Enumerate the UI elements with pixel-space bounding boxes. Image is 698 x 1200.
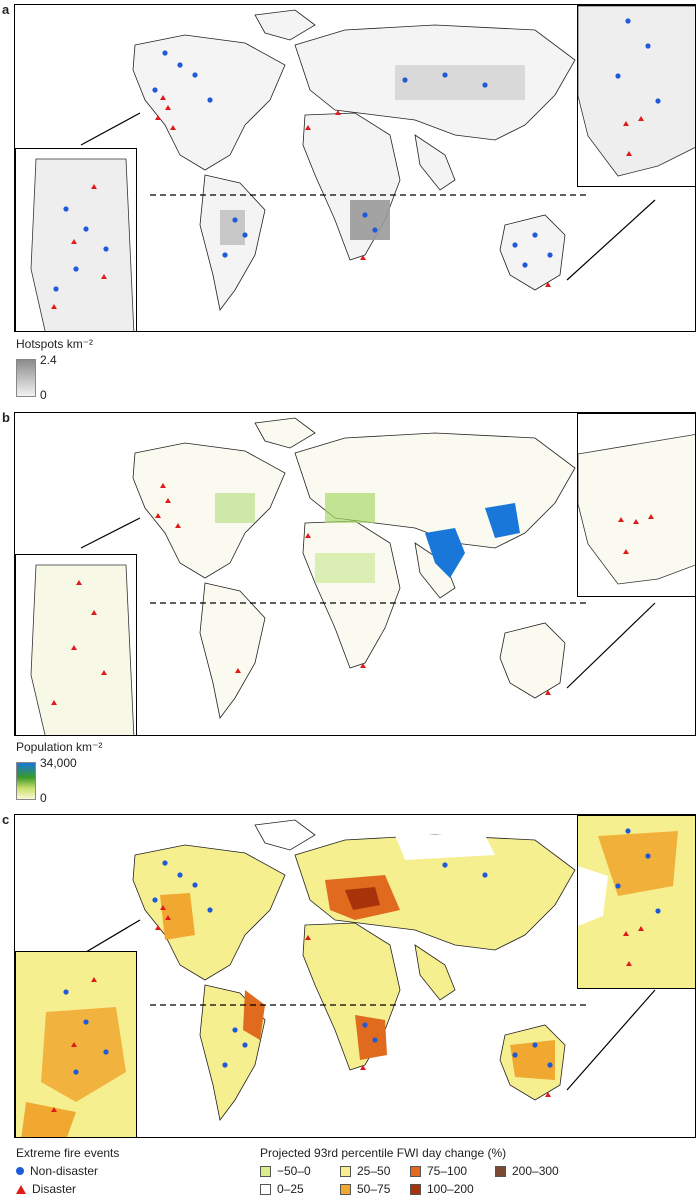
hotspot-shading [220, 65, 525, 245]
fwi-swatch-1 [260, 1183, 271, 1195]
red-triangle-icon [16, 1184, 26, 1194]
inset-connector-right [566, 989, 656, 1091]
fwi-swatch-4 [410, 1165, 421, 1177]
hotspots-scale-title: Hotspots km⁻² [16, 337, 94, 351]
fwi-class-label-3: 50–75 [357, 1182, 391, 1196]
legend-non-disaster: Non-disaster [16, 1164, 98, 1178]
map-panel-a [14, 4, 696, 332]
panel-b-letter: b [2, 410, 10, 425]
fwi-swatch-6 [495, 1165, 506, 1177]
legend-disaster-label: Disaster [32, 1182, 77, 1196]
fire-events-red [155, 95, 551, 287]
fwi-swatch-0 [260, 1165, 271, 1177]
inset-connector-left [80, 919, 141, 956]
inset-australia [577, 413, 695, 597]
population-india [425, 528, 465, 578]
fwi-zone-brazil [243, 990, 265, 1040]
inset-connector-right [566, 199, 656, 281]
inset-australia [577, 5, 695, 187]
world-map-hotspots [80, 9, 656, 311]
fwi-class-3: 50–75 [340, 1182, 390, 1196]
legend-non-disaster-label: Non-disaster [30, 1164, 99, 1178]
inset-australia [577, 815, 695, 989]
inset-australia-map [578, 6, 695, 177]
fwi-class-label-0: −50–0 [277, 1164, 311, 1178]
world-map-fwi-change [80, 819, 656, 1121]
legend-disaster: Disaster [16, 1182, 76, 1196]
fwi-class-label-1: 0–25 [277, 1182, 304, 1196]
fwi-class-2: 25–50 [340, 1164, 390, 1178]
panel-a-letter: a [2, 2, 10, 17]
population-scale-min: 0 [40, 791, 47, 805]
blue-dot-icon [16, 1167, 24, 1175]
inset-western-us [15, 554, 137, 735]
inset-western-us-map [16, 952, 136, 1137]
inset-connector-left [80, 517, 141, 549]
fwi-legend-title: Projected 93rd percentile FWI day change… [260, 1146, 507, 1160]
fire-events-red [155, 483, 551, 695]
fwi-swatch-2 [340, 1165, 351, 1177]
fwi-change-zones [160, 835, 555, 1080]
fire-events-blue [152, 860, 553, 1068]
fwi-class-5: 100–200 [410, 1182, 474, 1196]
panel-c-letter: c [2, 812, 10, 827]
inset-australia-map [578, 434, 695, 585]
population-scale-bar [16, 762, 36, 800]
hotspots-scale-max: 2.4 [40, 353, 57, 367]
map-panel-b [14, 412, 696, 736]
fire-events-legend-title: Extreme fire events [16, 1146, 120, 1160]
population-density [215, 493, 520, 583]
inset-western-us-map [30, 158, 135, 331]
fwi-swatch-3 [340, 1183, 351, 1195]
fwi-zone-siberia [395, 835, 495, 860]
fwi-zone-southern-africa [355, 1015, 387, 1060]
world-map-population [80, 417, 656, 719]
fwi-zone-australia [510, 1040, 555, 1080]
fire-events-blue [152, 50, 553, 268]
population-africa [315, 553, 375, 583]
land [132, 9, 576, 311]
fwi-class-4: 75–100 [410, 1164, 467, 1178]
hotspots-scale-min: 0 [40, 388, 47, 402]
inset-australia-map [578, 816, 695, 988]
inset-western-us [15, 951, 137, 1137]
map-panel-c [14, 814, 696, 1138]
fwi-class-0: −50–0 [260, 1164, 311, 1178]
fwi-class-label-4: 75–100 [427, 1164, 468, 1178]
inset-connector-right [566, 602, 656, 689]
fwi-class-6: 200–300 [495, 1164, 559, 1178]
population-east-asia [485, 503, 520, 538]
population-east-us [215, 493, 255, 523]
land [132, 819, 576, 1121]
inset-western-us [15, 148, 137, 331]
fwi-zone-western-us [160, 893, 195, 940]
population-scale-title: Population km⁻² [16, 740, 103, 754]
inset-connector-left [80, 112, 141, 146]
fwi-class-label-2: 25–50 [357, 1164, 391, 1178]
fwi-swatch-5 [410, 1183, 421, 1195]
population-europe [325, 493, 375, 523]
hotspots-scale-bar [16, 359, 36, 397]
hotspot-south-america [220, 210, 245, 245]
fire-events-red [155, 905, 551, 1097]
fwi-class-label-5: 100–200 [427, 1182, 474, 1196]
fwi-class-1: 0–25 [260, 1182, 304, 1196]
fwi-class-label-6: 200–300 [512, 1164, 559, 1178]
inset-western-us-map [30, 564, 135, 735]
hotspot-africa [350, 200, 390, 240]
fwi-zone-mediterranean-high [345, 887, 380, 910]
hotspot-siberia [395, 65, 525, 100]
population-scale-max: 34,000 [40, 756, 77, 770]
